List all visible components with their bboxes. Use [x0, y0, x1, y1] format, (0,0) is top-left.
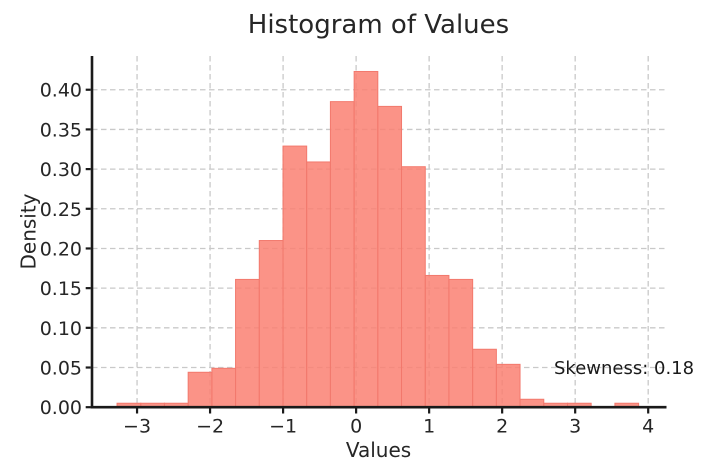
y-tick-label: 0.35: [40, 119, 82, 141]
grid-layer: [92, 56, 666, 408]
x-tick-label: −1: [269, 416, 297, 438]
histogram-bar: [282, 145, 308, 408]
y-tick-label: 0.05: [40, 358, 82, 380]
x-tick-label: −3: [123, 416, 151, 438]
histogram-bar: [211, 367, 237, 408]
tick-label-layer: −3 −2 −1 0 1 2 3 4 0.00 0.05 0.10 0.15 0.20 0.25 0.30 0…: [40, 80, 655, 438]
histogram-bar: [235, 278, 260, 408]
y-tick-label: 0.00: [40, 397, 82, 419]
histogram-bar: [401, 166, 426, 408]
x-tick-label: 0: [350, 416, 362, 438]
y-tick-label: 0.25: [40, 199, 82, 221]
histogram-bar: [377, 105, 403, 408]
histogram-bar: [424, 274, 450, 408]
y-tick-label: 0.20: [40, 238, 82, 260]
x-tick-label: −2: [196, 416, 224, 438]
x-tick-label: 4: [642, 416, 654, 438]
chart-title: Histogram of Values: [248, 10, 509, 40]
y-tick-label: 0.10: [40, 318, 82, 340]
histogram-bar: [353, 70, 379, 408]
histogram-bar: [448, 278, 474, 408]
y-axis-label: Density: [17, 193, 41, 269]
histogram-bar: [187, 371, 213, 408]
skewness-annotation: Skewness: 0.18: [554, 358, 694, 379]
x-axis-label: Values: [346, 438, 411, 462]
x-tick-label: 2: [496, 416, 508, 438]
histogram-bar: [495, 363, 521, 408]
y-tick-label: 0.40: [40, 80, 82, 102]
histogram-bar: [329, 101, 355, 408]
axes-layer: [85, 56, 667, 414]
y-tick-label: 0.30: [40, 159, 82, 181]
x-tick-label: 1: [423, 416, 435, 438]
histogram-bar: [258, 240, 284, 408]
bars-layer: [116, 70, 640, 408]
y-tick-label: 0.15: [40, 278, 82, 300]
x-tick-label: 3: [569, 416, 581, 438]
histogram-bar: [472, 348, 497, 408]
histogram-bar: [306, 161, 331, 408]
